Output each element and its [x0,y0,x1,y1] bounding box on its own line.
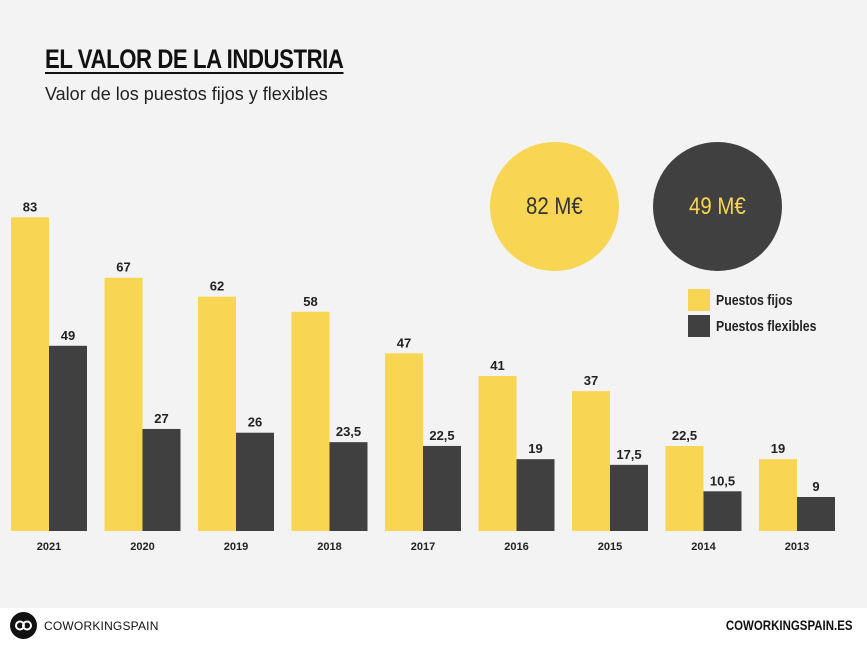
x-tick-label-2013: 2013 [785,541,809,553]
bar-fixed-2021 [11,217,49,531]
data-label-flexible-2020: 27 [154,411,168,426]
bar-fixed-2019 [198,297,236,531]
data-label-fixed-2017: 47 [397,335,411,350]
x-tick-label-2014: 2014 [691,541,716,553]
data-label-fixed-2020: 67 [116,260,130,275]
footer: COWORKINGSPAIN COWORKINGSPAIN.ES [0,608,867,647]
logo-glyph-icon [10,612,37,639]
x-tick-label-2018: 2018 [317,541,341,553]
bar-flexible-2021 [49,346,87,531]
legend-swatch-flexible [688,315,710,337]
fixed-total-label: 82 M€ [526,193,583,221]
bar-fixed-2020 [105,278,143,531]
x-tick-label-2019: 2019 [224,541,248,553]
data-label-flexible-2017: 22,5 [429,428,454,443]
fixed-total-bubble: 82 M€ [490,142,619,271]
legend: Puestos fijos Puestos flexibles [688,288,839,340]
flexible-total-label: 49 M€ [689,193,746,221]
legend-label-fixed: Puestos fijos [716,292,793,309]
legend-item-fixed: Puestos fijos [688,288,839,312]
chart-panel: EL VALOR DE LA INDUSTRIA Valor de los pu… [0,0,867,608]
site-url[interactable]: COWORKINGSPAIN.ES [726,617,853,633]
data-label-fixed-2019: 62 [210,279,224,294]
brand-name: COWORKINGSPAIN [44,619,159,633]
x-tick-label-2020: 2020 [130,541,154,553]
data-label-flexible-2015: 17,5 [616,447,641,462]
data-label-flexible-2016: 19 [528,441,542,456]
bar-flexible-2015 [610,465,648,531]
flexible-total-bubble: 49 M€ [653,142,782,271]
data-label-flexible-2013: 9 [812,479,819,494]
bar-flexible-2016 [517,459,555,531]
data-label-fixed-2013: 19 [771,441,785,456]
bar-flexible-2019 [236,433,274,531]
bar-flexible-2013 [797,497,835,531]
legend-label-flexible: Puestos flexibles [716,318,817,335]
x-tick-label-2017: 2017 [411,541,435,553]
data-label-flexible-2021: 49 [61,328,75,343]
bar-fixed-2014 [666,446,704,531]
data-label-flexible-2019: 26 [248,415,262,430]
data-label-fixed-2014: 22,5 [672,428,697,443]
data-label-fixed-2016: 41 [490,358,504,373]
data-label-fixed-2018: 58 [303,294,317,309]
legend-swatch-fixed [688,289,710,311]
data-label-fixed-2015: 37 [584,373,598,388]
brand-text: COWORKINGSPAIN [44,619,159,633]
legend-item-flexible: Puestos flexibles [688,314,839,338]
bar-fixed-2017 [385,353,423,531]
bar-fixed-2018 [292,312,330,531]
bar-flexible-2014 [704,491,742,531]
x-tick-label-2016: 2016 [504,541,528,553]
data-label-flexible-2018: 23,5 [336,424,361,439]
bar-flexible-2018 [330,442,368,531]
bar-fixed-2016 [479,376,517,531]
x-tick-label-2021: 2021 [37,541,61,553]
coworkingspain-logo-icon [10,612,37,639]
x-tick-label-2015: 2015 [598,541,622,553]
data-label-flexible-2014: 10,5 [710,473,735,488]
data-label-fixed-2021: 83 [23,199,37,214]
bar-flexible-2020 [143,429,181,531]
bar-fixed-2015 [572,391,610,531]
bar-flexible-2017 [423,446,461,531]
bar-fixed-2013 [759,459,797,531]
